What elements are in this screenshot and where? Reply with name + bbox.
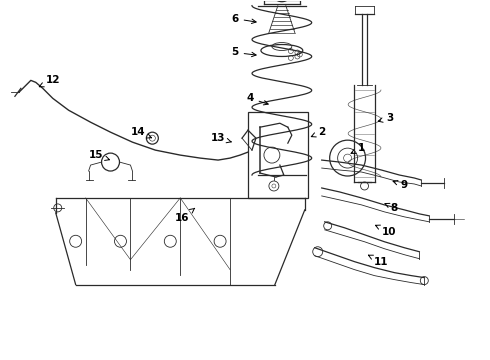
Text: 9: 9 <box>393 180 408 190</box>
Bar <box>248 112 308 198</box>
Text: 2: 2 <box>311 127 325 137</box>
Text: 10: 10 <box>375 225 397 237</box>
Text: 5: 5 <box>231 48 256 58</box>
Text: 1: 1 <box>351 143 365 153</box>
Text: 7: 7 <box>0 359 1 360</box>
Text: 12: 12 <box>39 75 60 87</box>
Text: 4: 4 <box>246 93 268 105</box>
Text: 3: 3 <box>378 113 393 123</box>
Text: 11: 11 <box>368 255 389 267</box>
Text: 14: 14 <box>131 127 151 138</box>
Text: 13: 13 <box>211 133 231 143</box>
Text: 8: 8 <box>385 203 398 213</box>
Text: 6: 6 <box>231 14 256 24</box>
Text: 16: 16 <box>175 208 195 223</box>
Text: 15: 15 <box>88 150 109 161</box>
